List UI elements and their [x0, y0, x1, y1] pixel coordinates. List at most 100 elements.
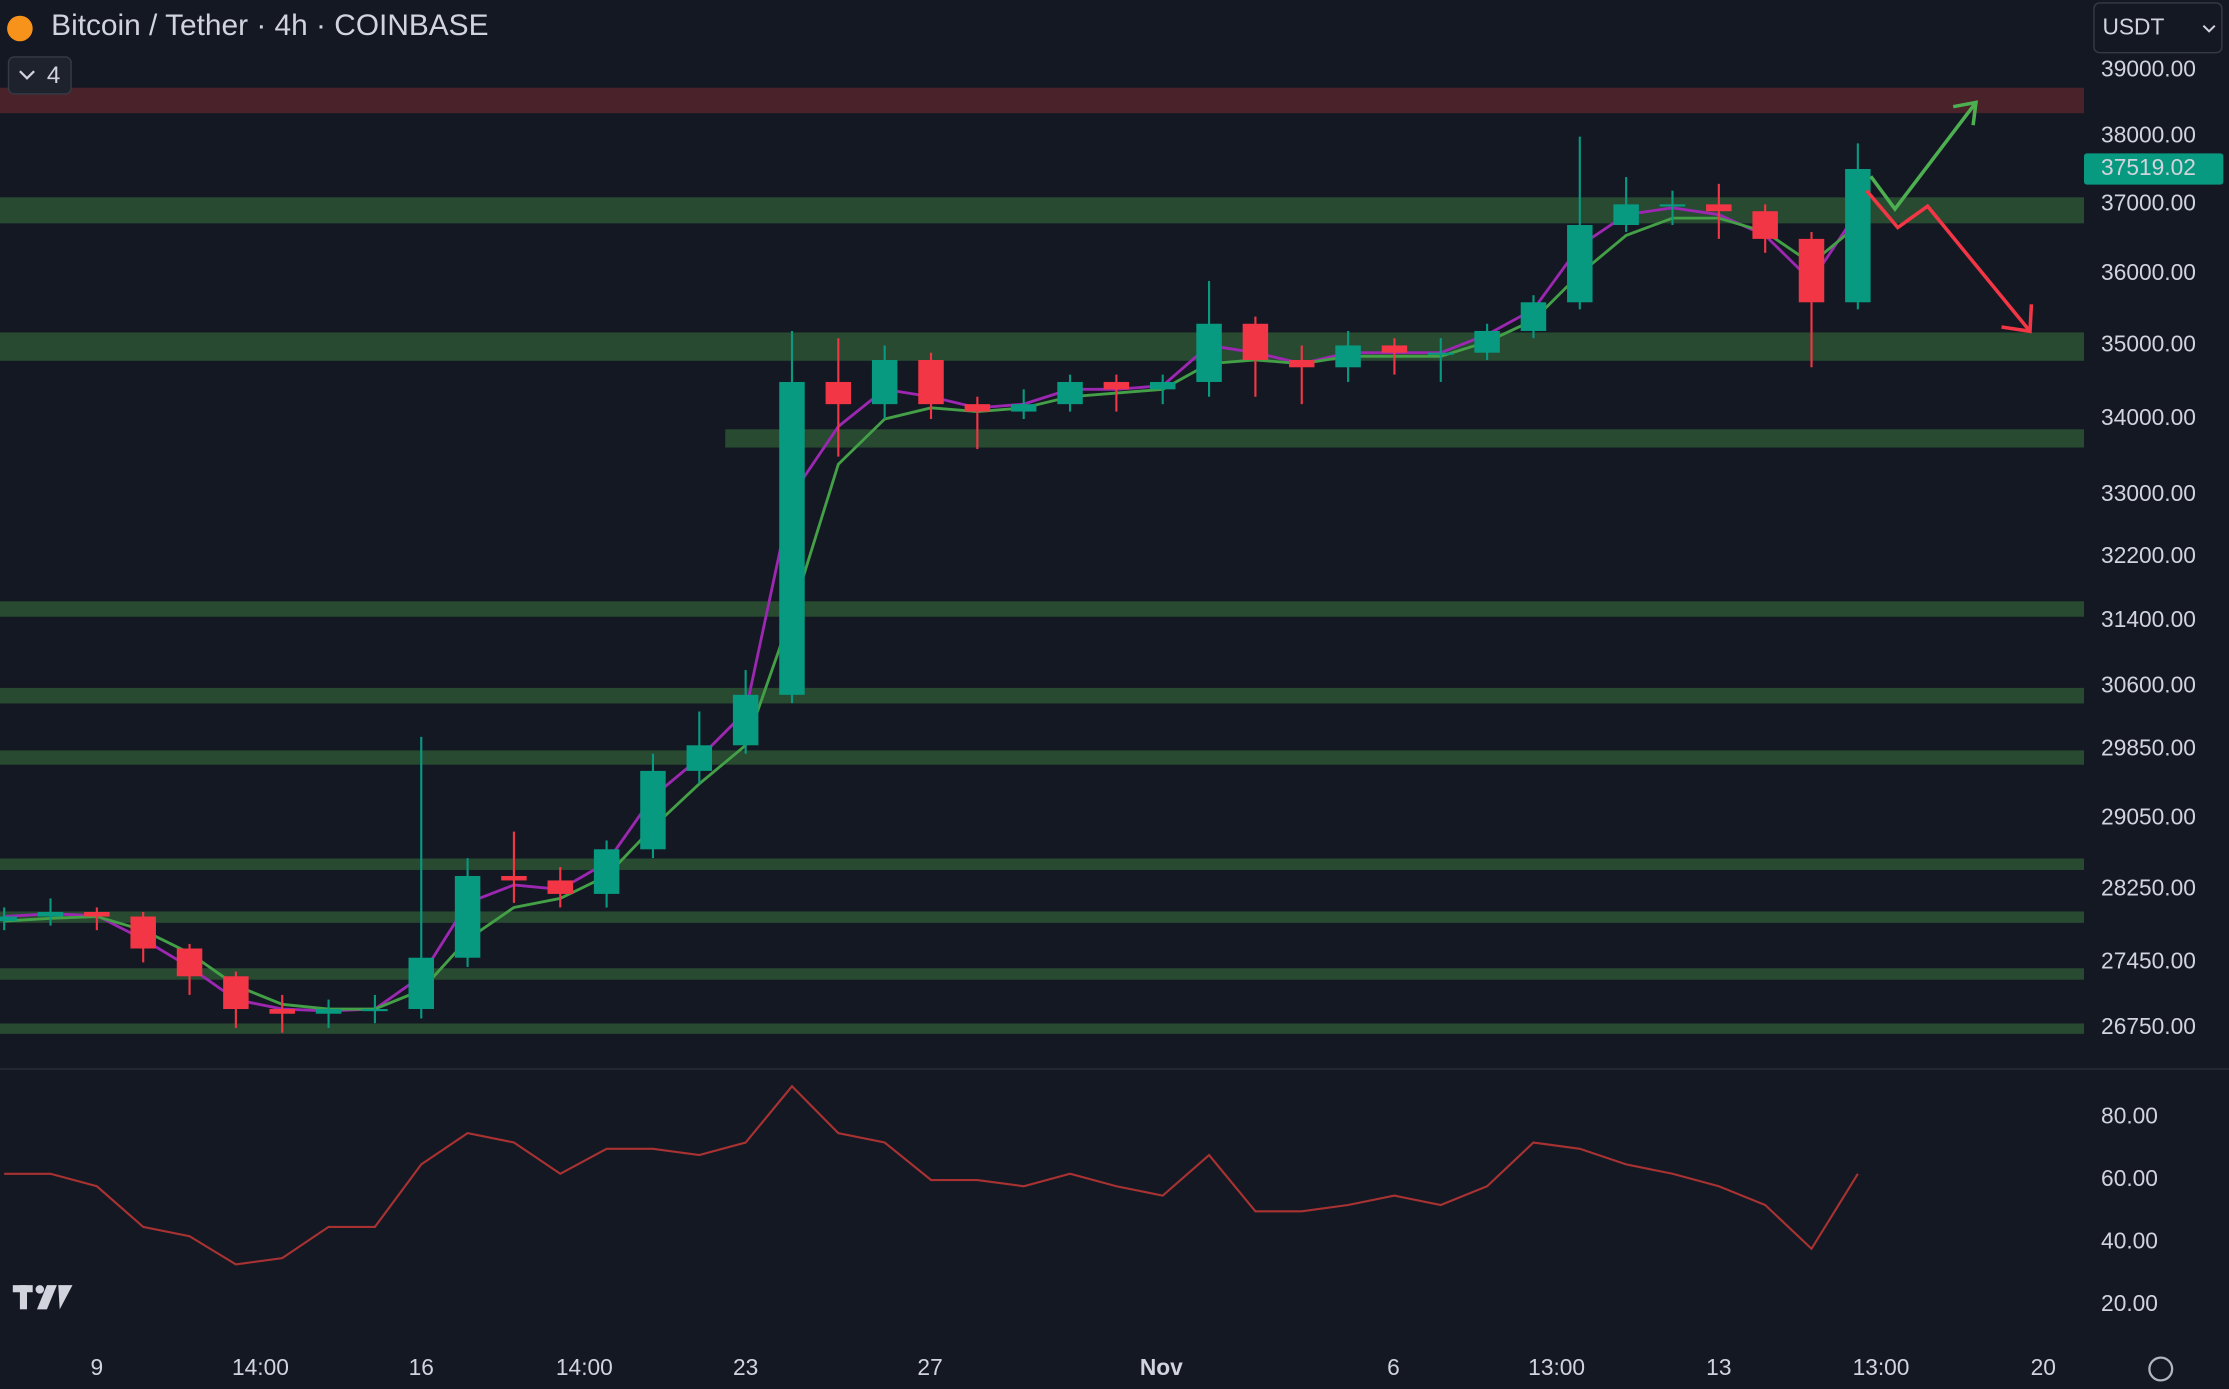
x-tick-label: 14:00 [232, 1354, 289, 1380]
candle-body [1103, 381, 1130, 390]
chevron [19, 70, 35, 80]
candle-body [130, 916, 156, 949]
zone [0, 197, 2085, 224]
down-arrowhead [2001, 304, 2034, 334]
candle-body [1474, 330, 1500, 353]
y-tick-label: 32200.00 [2101, 542, 2196, 568]
y-tick-label: 28250.00 [2101, 874, 2196, 900]
candle-body [501, 875, 527, 881]
y-tick-label: 34000.00 [2101, 404, 2196, 430]
rsi-tick-label: 20.00 [2101, 1290, 2158, 1316]
zone [0, 858, 2085, 870]
zone [0, 911, 2085, 923]
y-tick-label: 26750.00 [2101, 1013, 2196, 1039]
rsi-tick-label: 80.00 [2101, 1103, 2158, 1129]
candle-body [176, 948, 203, 977]
y-tick-label: 31400.00 [2101, 606, 2196, 632]
candle-body [1196, 323, 1222, 382]
x-tick-label: 27 [917, 1354, 942, 1380]
rsi-tick-label: 60.00 [2101, 1165, 2158, 1191]
y-tick-label: 36000.00 [2101, 259, 2196, 285]
candle-body [1057, 381, 1083, 405]
rsi-tick-label: 40.00 [2101, 1228, 2158, 1254]
indicator-toggle[interactable] [7, 56, 72, 95]
candle-body [825, 381, 852, 405]
candle-body [1149, 381, 1176, 390]
candle-body [1613, 204, 1639, 226]
candle-body [1752, 211, 1778, 239]
currency-select[interactable] [2093, 2, 2223, 54]
currency: USDT [2102, 14, 2164, 40]
candle-body [1845, 168, 1871, 303]
x-tick-label: 20 [2031, 1354, 2056, 1380]
indicator-count: 4 [47, 62, 60, 89]
candle-body [408, 957, 434, 1010]
x-tick-label: Nov [1140, 1354, 1183, 1380]
candle-body [1798, 238, 1825, 303]
x-tick-label: 23 [733, 1354, 758, 1380]
candle-body [1706, 204, 1732, 212]
candle-body [779, 381, 805, 695]
y-tick-label: 35000.00 [2101, 330, 2196, 356]
y-tick-label: 39000.00 [2101, 56, 2196, 82]
candle-body [1659, 204, 1686, 207]
zone [0, 687, 2085, 704]
y-tick-label: 29850.00 [2101, 735, 2196, 761]
x-tick-label: 13:00 [1528, 1354, 1585, 1380]
zone [0, 332, 2085, 361]
candle-body [640, 770, 666, 850]
candle-body [918, 359, 944, 405]
candle-body [1010, 404, 1037, 412]
candle-body [37, 911, 64, 917]
y-tick-label: 27450.00 [2101, 947, 2196, 973]
up-arrowhead [1952, 100, 1979, 126]
chart-title: Bitcoin / Tether · 4h · COINBASE [51, 9, 488, 42]
y-tick-label: 37000.00 [2101, 189, 2196, 215]
y-tick-label: 38000.00 [2101, 122, 2196, 148]
zone [0, 601, 2085, 617]
candle-body [686, 745, 713, 771]
candle-body [223, 976, 249, 1010]
candle-body [1242, 323, 1269, 360]
up-projection [1869, 101, 1978, 213]
tv-logo [12, 1285, 73, 1310]
zone [0, 1023, 2085, 1034]
candle-body [84, 911, 110, 917]
y-tick-label: 29050.00 [2101, 804, 2196, 830]
candle-body [315, 1009, 342, 1014]
candle-body [1381, 345, 1408, 353]
down-projection [1865, 189, 2032, 333]
x-tick-label: 13:00 [1853, 1354, 1910, 1380]
settings-icon[interactable] [2148, 1356, 2174, 1382]
candle-body [0, 916, 17, 922]
candle-body [1520, 302, 1547, 331]
y-tick-label: 33000.00 [2101, 480, 2196, 506]
last-price-label: 37519.02 [2101, 154, 2196, 180]
candle-body [964, 404, 991, 412]
chevron [2202, 24, 2216, 33]
rsi-line [4, 1084, 1859, 1266]
x-tick-label: 6 [1387, 1354, 1400, 1380]
candle-body [871, 359, 898, 405]
x-tick-label: 13 [1706, 1354, 1731, 1380]
candle-body [1289, 359, 1315, 368]
zone [0, 750, 2085, 765]
zone [0, 87, 2085, 114]
zones [0, 87, 2085, 1034]
candle-body [732, 694, 759, 746]
candle-body [362, 1009, 388, 1012]
btc-icon [7, 15, 33, 42]
candle-body [593, 849, 620, 894]
x-tick-label: 9 [91, 1354, 104, 1380]
candle-body [1335, 345, 1361, 368]
last-price-tag [2084, 153, 2224, 185]
candle-body [1567, 225, 1593, 303]
zone [0, 968, 2085, 980]
candle-body [547, 880, 574, 894]
x-tick-label: 14:00 [556, 1354, 613, 1380]
candle-body [269, 1009, 295, 1014]
zone [725, 429, 2085, 448]
x-tick-label: 16 [409, 1354, 434, 1380]
